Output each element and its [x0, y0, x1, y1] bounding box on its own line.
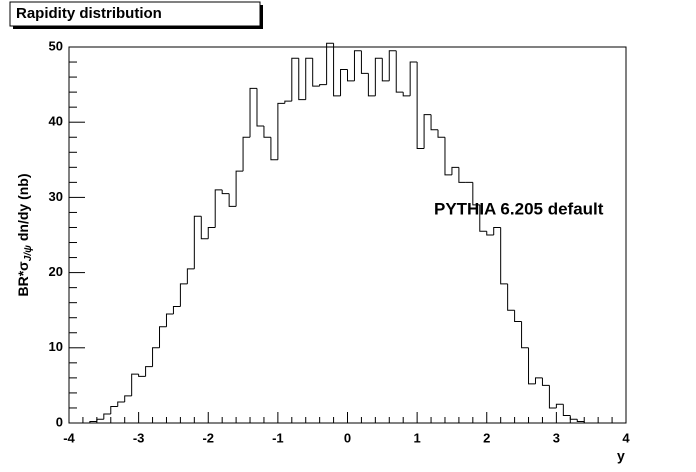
histogram-bin — [347, 69, 355, 82]
chart-title: Rapidity distribution — [16, 5, 162, 22]
histogram-bin — [381, 58, 390, 82]
title-box — [9, 1, 261, 27]
y-tick-label: 0 — [56, 414, 63, 429]
histogram-bin — [256, 88, 264, 127]
histogram-bin — [576, 419, 585, 422]
histogram-bin — [548, 385, 557, 409]
histogram-bin — [193, 215, 202, 269]
x-tick-label: -4 — [63, 430, 75, 445]
histogram-bin — [145, 366, 153, 377]
histogram-bin — [444, 137, 452, 176]
histogram-bin — [110, 405, 118, 414]
x-tick-label: -2 — [202, 430, 214, 445]
histogram-bin — [138, 374, 146, 377]
histogram-bin — [131, 373, 139, 396]
x-tick-label: 2 — [483, 430, 490, 445]
annotation: PYTHIA 6.205 default — [434, 199, 604, 218]
histogram-bin — [402, 92, 411, 97]
histogram-bin — [409, 61, 418, 96]
histogram-bin — [437, 129, 445, 138]
histogram-bin — [388, 50, 397, 81]
histogram-bin — [583, 421, 592, 424]
histogram-bin — [270, 137, 278, 161]
histogram-bin — [416, 62, 425, 150]
histogram-bin — [186, 268, 195, 284]
histogram-bin — [96, 418, 104, 422]
y-label-rest: dn/dy (nb) — [15, 174, 31, 242]
y-tick-label: 20 — [49, 264, 63, 279]
histogram-bin — [263, 125, 271, 138]
histogram-bin — [500, 227, 508, 285]
histogram-bin — [277, 102, 285, 160]
histogram-bin — [562, 404, 571, 416]
histogram-bin — [569, 415, 578, 420]
y-label-main: BR*σ — [15, 261, 31, 297]
histogram-bin — [117, 401, 125, 407]
histogram-bin — [249, 87, 257, 138]
histogram-bin — [534, 377, 543, 384]
histogram-bin — [541, 377, 550, 386]
histogram-bin — [214, 189, 223, 228]
histogram-bin — [172, 305, 181, 314]
histogram-bin — [555, 403, 564, 408]
histogram-bin — [486, 231, 494, 236]
histogram-bin — [528, 347, 536, 385]
x-tick-label: -3 — [133, 430, 145, 445]
histogram-bin — [89, 420, 97, 423]
histogram-bin — [451, 166, 459, 175]
histogram-bin — [165, 313, 174, 327]
histogram-bin — [395, 50, 404, 93]
histogram-bin — [103, 413, 111, 420]
histogram-bin — [479, 204, 487, 232]
x-axis-label: y — [617, 448, 625, 464]
histogram-bin — [319, 84, 327, 87]
histogram-bin — [472, 182, 480, 206]
histogram-bin — [298, 58, 306, 101]
histogram-bin — [458, 167, 466, 183]
histogram-bin — [312, 58, 320, 87]
histogram-bin — [493, 226, 501, 235]
histogram-bin — [340, 69, 348, 96]
histogram-bin — [374, 57, 383, 96]
histogram-bin — [124, 395, 132, 402]
x-tick-label: 0 — [344, 430, 351, 445]
histogram-bin — [423, 114, 432, 149]
histogram-bin — [242, 136, 251, 172]
x-tick-label: 1 — [414, 430, 421, 445]
y-tick-label: 40 — [49, 114, 63, 129]
histogram-bin — [333, 43, 341, 97]
x-tick-label: 4 — [622, 430, 630, 445]
y-tick-label: 10 — [49, 339, 63, 354]
y-axis-label: BR*σJ/ψ dn/dy (nb) — [15, 174, 34, 297]
histogram-bin — [507, 283, 515, 311]
histogram-bin — [159, 326, 167, 348]
histogram-bin — [284, 100, 292, 104]
histogram-bin — [353, 50, 362, 81]
histogram-bin — [235, 170, 244, 207]
histogram-bin — [326, 42, 334, 85]
y-tick-label: 50 — [49, 38, 63, 53]
histogram-bin — [305, 57, 313, 100]
histogram-bin — [228, 193, 237, 207]
histogram-bin — [367, 73, 376, 97]
histogram-bin — [207, 226, 216, 239]
histogram-bin — [152, 347, 160, 367]
histogram-bin — [179, 283, 188, 307]
histogram-bin — [291, 57, 299, 102]
histogram-bin — [221, 189, 230, 195]
histogram-bin — [360, 50, 369, 74]
y-label-sub: J/ψ — [23, 245, 34, 261]
y-tick-label: 30 — [49, 189, 63, 204]
histogram-bin — [430, 114, 439, 131]
x-tick-label: 3 — [553, 430, 560, 445]
x-tick-label: -1 — [272, 430, 284, 445]
histogram-bin — [521, 321, 529, 349]
histogram-bin — [514, 310, 522, 322]
histogram-bin — [200, 216, 209, 240]
